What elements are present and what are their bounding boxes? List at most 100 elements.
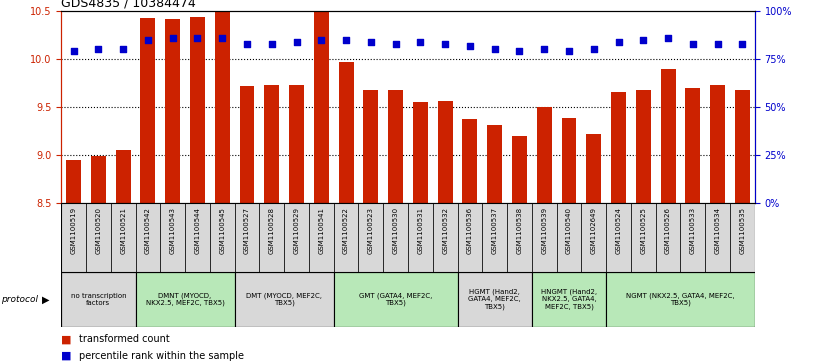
Text: GSM1100542: GSM1100542	[145, 207, 151, 254]
Bar	[730, 203, 755, 272]
Bar	[185, 203, 210, 272]
Bar	[656, 203, 681, 272]
Bar	[388, 90, 403, 203]
Text: GSM1100519: GSM1100519	[71, 207, 77, 254]
Text: GSM1100543: GSM1100543	[170, 207, 175, 254]
Bar	[363, 90, 379, 203]
Point	[117, 46, 130, 52]
Bar	[210, 203, 235, 272]
Bar	[235, 272, 334, 327]
Bar	[532, 272, 606, 327]
Bar	[66, 160, 81, 203]
Text: GSM1100529: GSM1100529	[294, 207, 299, 254]
Text: GSM1100520: GSM1100520	[95, 207, 101, 254]
Text: GSM1100521: GSM1100521	[120, 207, 126, 254]
Bar	[235, 203, 259, 272]
Bar	[482, 203, 507, 272]
Bar	[413, 102, 428, 203]
Point	[166, 35, 180, 41]
Point	[488, 46, 501, 52]
Point	[588, 46, 601, 52]
Text: GSM1102649: GSM1102649	[591, 207, 596, 254]
Text: GSM1100536: GSM1100536	[467, 207, 473, 254]
Bar	[240, 86, 255, 203]
Text: ■: ■	[61, 334, 72, 344]
Text: GSM1100539: GSM1100539	[541, 207, 548, 254]
Point	[241, 41, 254, 46]
Bar	[685, 88, 700, 203]
Text: percentile rank within the sample: percentile rank within the sample	[79, 351, 244, 361]
Point	[736, 41, 749, 46]
Bar	[190, 17, 205, 203]
Bar	[561, 118, 576, 203]
Bar	[160, 203, 185, 272]
Text: GSM1100541: GSM1100541	[318, 207, 324, 254]
Point	[612, 39, 625, 45]
Text: GSM1100544: GSM1100544	[194, 207, 201, 254]
Point	[141, 37, 154, 43]
Point	[315, 37, 328, 43]
Bar	[681, 203, 705, 272]
Bar	[111, 203, 135, 272]
Bar	[116, 150, 131, 203]
Text: GSM1100526: GSM1100526	[665, 207, 671, 254]
Text: DMT (MYOCD, MEF2C,
TBX5): DMT (MYOCD, MEF2C, TBX5)	[246, 293, 322, 306]
Bar	[432, 203, 458, 272]
Bar	[284, 203, 309, 272]
Bar	[86, 203, 111, 272]
Text: GSM1100538: GSM1100538	[517, 207, 522, 254]
Text: GSM1100527: GSM1100527	[244, 207, 250, 254]
Point	[339, 37, 353, 43]
Bar	[215, 12, 229, 203]
Bar	[631, 203, 656, 272]
Bar	[458, 203, 482, 272]
Point	[662, 35, 675, 41]
Bar	[636, 90, 650, 203]
Text: protocol: protocol	[1, 295, 38, 304]
Text: GSM1100524: GSM1100524	[615, 207, 622, 254]
Text: GSM1100534: GSM1100534	[715, 207, 721, 254]
Bar	[358, 203, 384, 272]
Point	[215, 35, 228, 41]
Bar	[606, 203, 631, 272]
Point	[636, 37, 650, 43]
Bar	[334, 203, 358, 272]
Point	[711, 41, 724, 46]
Text: GSM1100531: GSM1100531	[418, 207, 424, 254]
Point	[265, 41, 278, 46]
Point	[290, 39, 303, 45]
Bar	[437, 101, 453, 203]
Bar	[487, 125, 502, 203]
Point	[92, 46, 105, 52]
Bar	[458, 272, 532, 327]
Bar	[611, 92, 626, 203]
Bar	[61, 272, 135, 327]
Point	[389, 41, 402, 46]
Text: GSM1100522: GSM1100522	[343, 207, 349, 254]
Text: ▶: ▶	[42, 294, 50, 305]
Bar	[661, 69, 676, 203]
Text: HGMT (Hand2,
GATA4, MEF2C,
TBX5): HGMT (Hand2, GATA4, MEF2C, TBX5)	[468, 289, 521, 310]
Text: GSM1100540: GSM1100540	[566, 207, 572, 254]
Text: GSM1100535: GSM1100535	[739, 207, 745, 254]
Text: GSM1100525: GSM1100525	[641, 207, 646, 254]
Text: GSM1100523: GSM1100523	[368, 207, 374, 254]
Bar	[557, 203, 581, 272]
Text: DMNT (MYOCD,
NKX2.5, MEF2C, TBX5): DMNT (MYOCD, NKX2.5, MEF2C, TBX5)	[145, 293, 224, 306]
Point	[67, 48, 80, 54]
Point	[538, 46, 551, 52]
Point	[686, 41, 699, 46]
Bar	[532, 203, 557, 272]
Text: GSM1100545: GSM1100545	[220, 207, 225, 254]
Bar	[289, 85, 304, 203]
Bar	[135, 203, 160, 272]
Text: GSM1100530: GSM1100530	[392, 207, 398, 254]
Text: GDS4835 / 10384474: GDS4835 / 10384474	[61, 0, 196, 10]
Bar	[384, 203, 408, 272]
Bar	[705, 203, 730, 272]
Text: HNGMT (Hand2,
NKX2.5, GATA4,
MEF2C, TBX5): HNGMT (Hand2, NKX2.5, GATA4, MEF2C, TBX5…	[541, 289, 597, 310]
Bar	[334, 272, 458, 327]
Point	[562, 48, 575, 54]
Text: GSM1100532: GSM1100532	[442, 207, 448, 254]
Point	[364, 39, 377, 45]
